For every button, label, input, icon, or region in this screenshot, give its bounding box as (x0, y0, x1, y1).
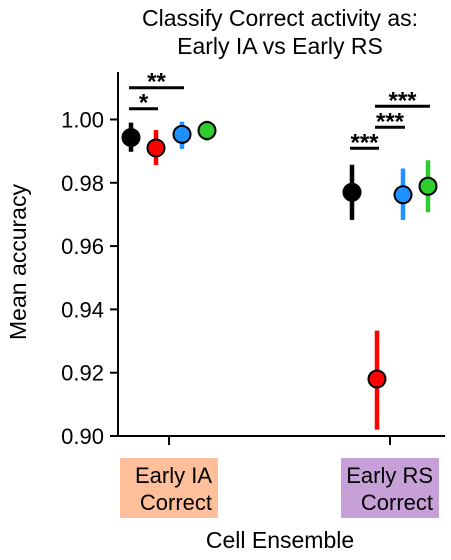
data-point-s0-g0 (121, 128, 141, 148)
category-text-1-0: Early RS (346, 463, 433, 488)
data-point-s2-g0 (172, 124, 192, 144)
y-tick-label-3: 0.96 (61, 234, 104, 259)
sig-label-0: * (139, 90, 149, 117)
category-text-0-1: Correct (140, 490, 212, 515)
chart-title: Classify Correct activity as: Early IA v… (142, 5, 418, 59)
sig-label-4: *** (388, 87, 417, 114)
y-axis-label: Mean accuracy (5, 184, 31, 340)
y-tick-label-2: 0.94 (61, 297, 104, 322)
axes: 0.90 0.92 0.94 0.96 0.98 1.00 (61, 72, 445, 449)
category-box-1 (341, 458, 439, 518)
data-marks (121, 120, 438, 430)
y-tick-label-5: 1.00 (61, 107, 104, 132)
data-point-s1-g1 (367, 369, 387, 389)
significance-annotations: ************ (129, 69, 430, 156)
y-tick-label-4: 0.98 (61, 171, 104, 196)
category-box-0 (120, 458, 218, 518)
data-point-s1-g0 (146, 138, 166, 158)
y-tick-label-1: 0.92 (61, 361, 104, 386)
data-point-s3-g0 (197, 121, 217, 141)
data-point-s0-g1 (342, 182, 362, 202)
chart-title-line-1: Classify Correct activity as: (142, 5, 418, 31)
data-point-s2-g1 (393, 185, 413, 205)
sig-label-3: *** (376, 108, 405, 135)
sig-label-1: ** (147, 69, 166, 96)
category-text-1-1: Correct (361, 490, 433, 515)
sig-label-2: *** (350, 129, 379, 156)
category-text-0-0: Early IA (135, 463, 212, 488)
x-axis-label: Cell Ensemble (206, 527, 354, 553)
chart-title-line-2: Early IA vs Early RS (177, 33, 383, 59)
y-tick-label-0: 0.90 (61, 424, 104, 449)
data-point-s3-g1 (418, 176, 438, 196)
